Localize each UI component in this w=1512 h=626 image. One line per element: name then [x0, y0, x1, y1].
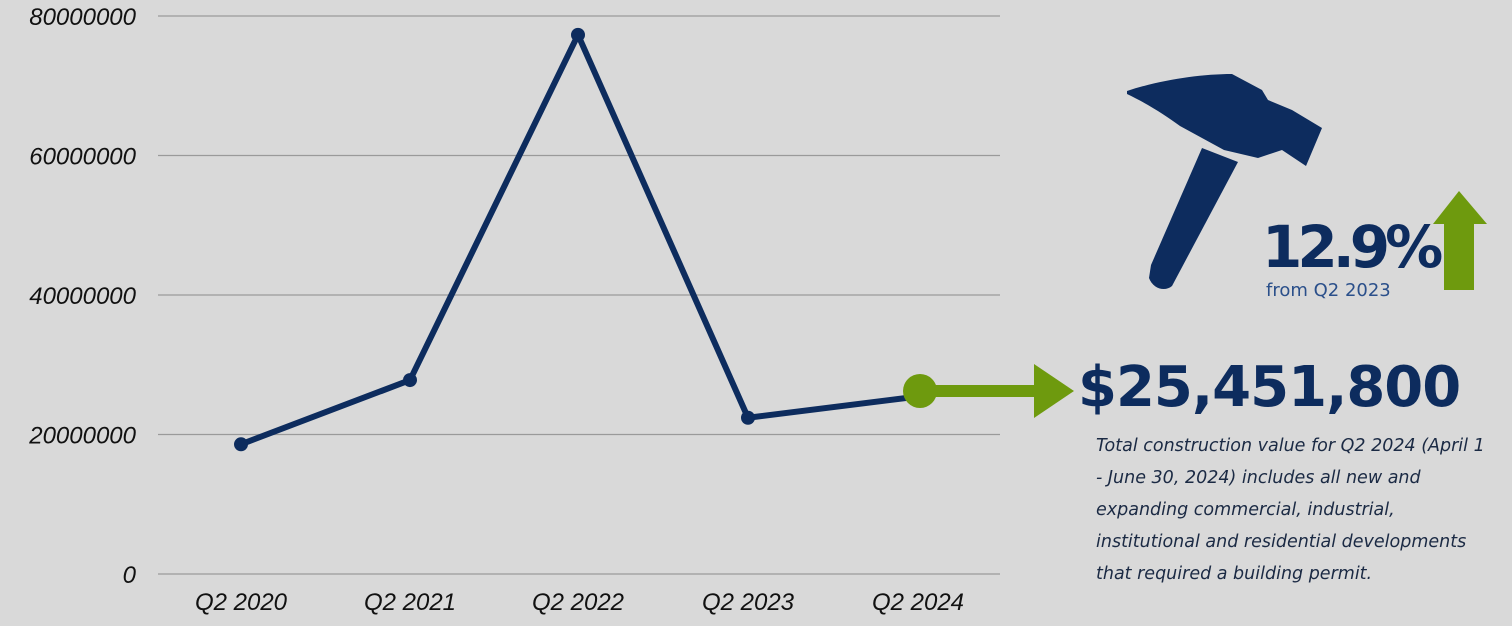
- x-axis-ticks: Q2 2020 Q2 2021 Q2 2022 Q2 2023 Q2 2024: [195, 589, 964, 616]
- change-label: from Q2 2023: [1266, 280, 1391, 301]
- x-tick-label: Q2 2020: [195, 589, 288, 616]
- y-tick-label: 60000000: [29, 144, 136, 171]
- gridlines: [158, 15, 1000, 575]
- x-tick-label: Q2 2022: [532, 589, 624, 616]
- x-tick-label: Q2 2021: [364, 589, 456, 616]
- description-text: Total construction value for Q2 2024 (Ap…: [1096, 436, 1485, 584]
- data-point: [234, 437, 248, 452]
- data-point: [741, 410, 755, 425]
- y-tick-label: 20000000: [28, 423, 136, 450]
- data-point: [403, 373, 417, 388]
- arrow-right-icon: [903, 364, 1074, 418]
- total-value: $25,451,800: [1078, 355, 1461, 420]
- x-tick-label: Q2 2023: [702, 589, 795, 616]
- data-point: [571, 27, 585, 42]
- y-axis-ticks: 0 20000000 40000000 60000000 80000000: [28, 4, 136, 589]
- y-tick-label: 0: [123, 562, 137, 589]
- y-tick-label: 40000000: [29, 283, 136, 310]
- x-tick-label: Q2 2024: [872, 589, 964, 616]
- change-percent: 12.9%: [1262, 213, 1443, 281]
- hammer-icon: [1127, 74, 1322, 290]
- arrow-up-icon: [1433, 191, 1487, 290]
- y-tick-label: 80000000: [29, 4, 136, 31]
- data-points: [234, 27, 755, 452]
- series-line: [238, 31, 921, 448]
